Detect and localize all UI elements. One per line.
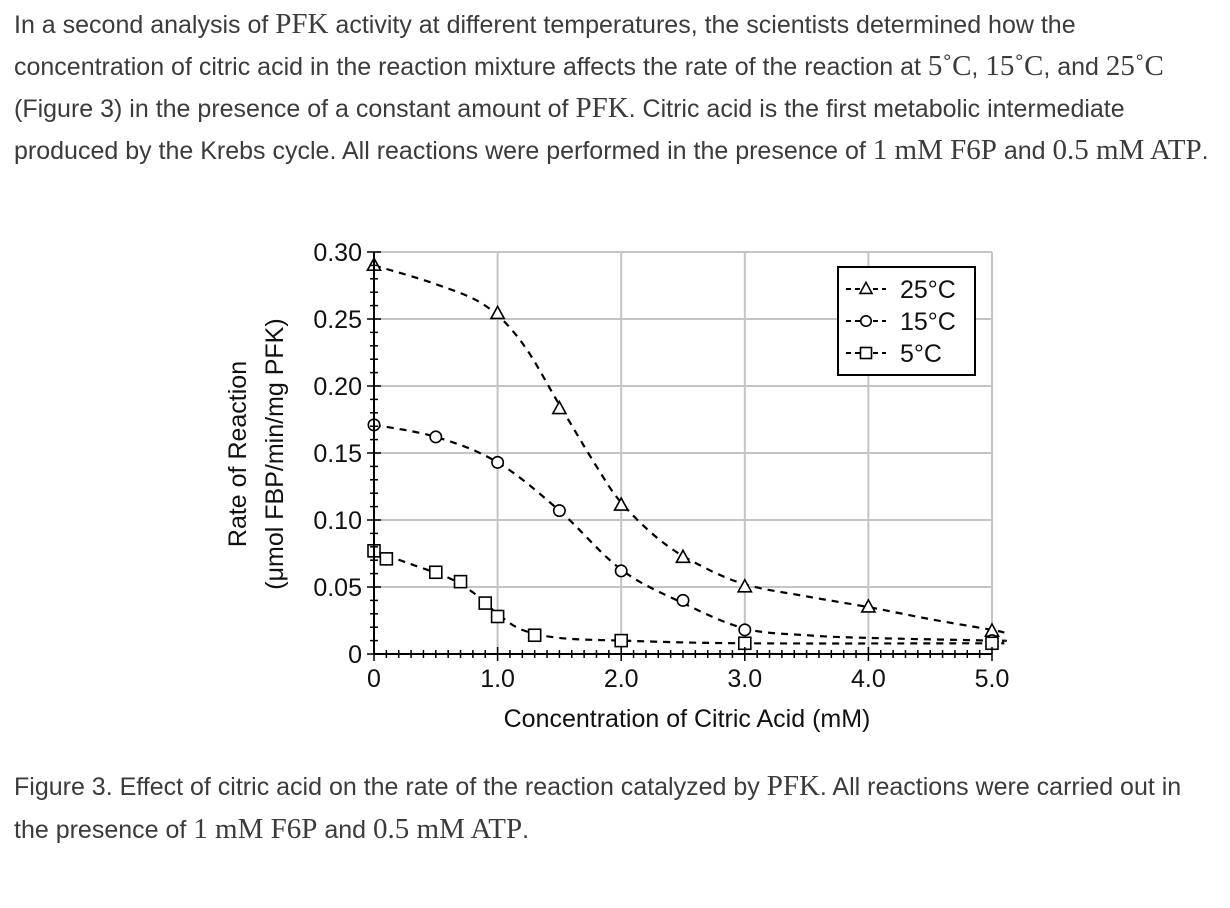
y-tick-label: 0.25 (313, 306, 362, 334)
intro-paragraph: In a second analysis of PFK activity at … (14, 4, 1214, 172)
y-tick-label: 0.20 (313, 373, 362, 401)
data-point-square-2 (428, 565, 443, 580)
chart-markers (366, 256, 1000, 651)
chart-svg: 0 0.05 0.10 0.15 0.20 0.25 0.30 0 1.0 2.0 3.0 4.0 5.… (224, 239, 1009, 733)
x-tick-label: 5.0 (975, 665, 1010, 693)
data-point-square-4 (478, 596, 493, 610)
x-axis-label: Concentration of Citric Acid (mM) (504, 705, 871, 733)
data-point-square-5 (490, 609, 505, 624)
figure-caption: Figure 3. Effect of citric acid on the r… (14, 765, 1214, 851)
data-point-circle-2 (491, 455, 505, 469)
y-tick-label: 0.10 (313, 507, 362, 535)
x-tick-label: 2.0 (604, 665, 639, 693)
data-point-circle-5 (676, 593, 690, 607)
y-tick-label: 0.05 (313, 574, 362, 602)
intro-text-7: and (996, 137, 1053, 165)
data-point-triangle-5 (736, 578, 753, 593)
legend-marker-square (859, 346, 873, 360)
intro-text-4: , and (1043, 53, 1106, 81)
intro-text-8: . (1201, 137, 1209, 165)
figure-3-chart: 0 0.05 0.10 0.15 0.20 0.25 0.30 0 1.0 2.0 3.0 4.0 5.… (0, 225, 1230, 745)
intro-math-25c: 25˚C (1105, 50, 1164, 82)
data-point-circle-3 (552, 504, 566, 518)
x-tick-label: 4.0 (851, 665, 886, 693)
y-tick-label: 0.30 (313, 239, 362, 267)
intro-math-pfk-2: PFK (575, 92, 629, 124)
data-point-square-3 (453, 574, 468, 589)
y-axis-label-line2: (μmol FBP/min/mg PFK) (261, 318, 289, 589)
caption-math-f6p: 1 mM F6P (193, 813, 318, 845)
intro-text-2: activity at different temperatures, the … (14, 11, 1076, 81)
intro-math-15c: 15˚C (985, 50, 1044, 82)
x-tick-label: 1.0 (480, 665, 515, 693)
legend-marker-circle (859, 314, 873, 328)
series-curve-1 (373, 423, 1008, 642)
data-point-triangle-2 (551, 399, 568, 415)
data-point-triangle-3 (613, 496, 630, 511)
series-curve-2 (373, 549, 1005, 645)
caption-math-pfk: PFK (766, 770, 820, 802)
legend-marker-triangle (858, 280, 874, 295)
legend-label-2: 5°C (900, 340, 942, 368)
caption-text-4: . (522, 816, 530, 844)
caption-text-2: . All reactions were carried out in the … (14, 773, 1182, 844)
intro-text-3: , (971, 53, 986, 81)
data-point-triangle-6 (860, 598, 877, 613)
data-point-circle-6 (738, 623, 752, 637)
chart-axes: 0 0.05 0.10 0.15 0.20 0.25 0.30 0 1.0 2.0 3.0 4.0 5.… (313, 239, 1009, 693)
y-axis-label-line1: Rate of Reaction (224, 361, 252, 547)
data-point-square-7 (614, 633, 629, 648)
intro-math-5c: 5˚C (927, 50, 972, 82)
intro-math-f6p: 1 mM F6P (872, 134, 997, 166)
y-tick-label: 0.15 (313, 440, 362, 468)
caption-text-3: and (317, 816, 374, 844)
data-point-square-6 (527, 628, 542, 643)
data-point-circle-1 (429, 430, 443, 444)
data-point-triangle-1 (489, 304, 506, 320)
intro-text-1: In a second analysis of (14, 11, 276, 39)
legend-label-0: 25°C (900, 276, 956, 304)
y-tick-label: 0 (348, 641, 362, 669)
intro-math-atp: 0.5 mM ATP (1052, 134, 1202, 166)
caption-text-1: Figure 3. Effect of citric acid on the r… (14, 773, 767, 801)
x-tick-label: 3.0 (727, 665, 762, 693)
x-tick-label: 0 (367, 665, 381, 693)
intro-text-6: . Citric acid is the first metabolic int… (14, 95, 1125, 165)
legend-label-1: 15°C (900, 308, 956, 336)
caption-math-atp: 0.5 mM ATP (373, 813, 523, 845)
chart-legend: 25°C 15°C 5°C (837, 266, 976, 376)
intro-math-pfk: PFK (275, 8, 329, 40)
data-point-triangle-4 (675, 548, 691, 564)
data-point-circle-4 (614, 564, 628, 578)
intro-text-5: (Figure 3) in the presence of a constant… (14, 95, 576, 123)
data-point-square-1 (379, 552, 394, 566)
